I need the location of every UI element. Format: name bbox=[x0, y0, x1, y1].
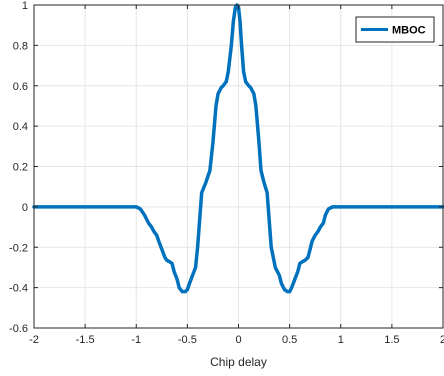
y-tick-label: 0.4 bbox=[13, 121, 28, 133]
x-tick-label: -0.5 bbox=[178, 334, 197, 346]
tick-labels: -2 -1.5 -1 -0.5 0 0.5 1 1.5 2 -0.6 -0.4 -0.2 0 0.2 0.4… bbox=[9, 0, 444, 346]
legend-label: MBOC bbox=[392, 25, 426, 37]
x-tick-label: 0 bbox=[235, 334, 241, 346]
y-tick-label: 0.2 bbox=[13, 162, 28, 174]
y-tick-label: 0 bbox=[22, 202, 28, 214]
x-axis-label: Chip delay bbox=[210, 355, 267, 369]
x-tick-label: -1 bbox=[131, 334, 141, 346]
y-tick-label: -0.4 bbox=[9, 283, 28, 295]
y-tick-label: -0.6 bbox=[9, 323, 28, 335]
x-tick-label: 2 bbox=[440, 334, 444, 346]
y-tick-label: 0.8 bbox=[13, 40, 28, 52]
x-tick-label: -1.5 bbox=[76, 334, 95, 346]
x-tick-label: -2 bbox=[29, 334, 39, 346]
x-tick-label: 1.5 bbox=[384, 334, 399, 346]
y-tick-label: 0.6 bbox=[13, 81, 28, 93]
y-tick-label: 1 bbox=[22, 0, 28, 12]
legend: MBOC bbox=[355, 16, 435, 43]
x-tick-label: 0.5 bbox=[282, 334, 297, 346]
y-tick-label: -0.2 bbox=[9, 242, 28, 254]
x-tick-label: 1 bbox=[338, 334, 344, 346]
tick-marks bbox=[33, 4, 444, 329]
plot-area bbox=[32, 3, 444, 329]
grid-lines bbox=[33, 4, 444, 329]
